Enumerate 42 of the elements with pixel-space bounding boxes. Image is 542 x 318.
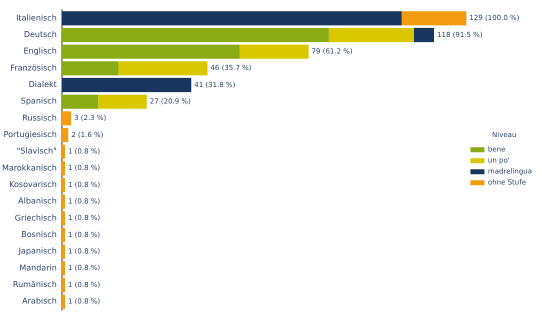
bar [62, 161, 66, 176]
y-tick-label: "Slavisch" [16, 146, 57, 156]
y-tick-label: Dialekt [28, 80, 57, 90]
bar [62, 178, 66, 192]
y-tick-label: Portugiesisch [4, 130, 57, 140]
y-tick-label: Japanisch [18, 246, 57, 256]
bar [62, 194, 66, 209]
y-tick-label: Italienisch [16, 13, 57, 22]
bar [98, 94, 147, 109]
bar [62, 111, 72, 126]
y-tick-label: Englisch [23, 46, 57, 56]
y-tick-label: Mandarin [19, 263, 57, 272]
bar [62, 94, 98, 109]
y-tick-label: Albanisch [18, 196, 57, 206]
bar [62, 28, 329, 42]
y-tick-label: Kosovarisch [9, 180, 57, 190]
bar [62, 11, 402, 26]
y-tick-label: Rumänisch [12, 280, 57, 290]
bar [62, 261, 66, 276]
y-tick-label: Arabisch [22, 296, 57, 306]
bar [414, 28, 434, 42]
bar [62, 44, 240, 59]
y-tick-label: Russisch [22, 113, 57, 122]
bar [62, 211, 66, 226]
bar [118, 61, 208, 76]
y-tick-label: Französisch [10, 63, 57, 72]
bar [62, 61, 118, 76]
bar [62, 244, 66, 259]
bar [62, 294, 66, 309]
bar [62, 78, 192, 92]
y-tick-label: Marokkanisch [2, 163, 57, 172]
bar [62, 128, 68, 142]
y-tick-label: Spanisch [20, 96, 57, 106]
bar [402, 11, 466, 26]
y-tick-label: Deutsch [24, 30, 57, 40]
y-tick-label: Griechisch [14, 213, 57, 222]
bar [62, 278, 66, 292]
bar [62, 228, 66, 242]
bar [62, 144, 66, 159]
y-tick-label: Bosnisch [21, 230, 57, 240]
bar [240, 44, 309, 59]
bar [328, 28, 414, 42]
